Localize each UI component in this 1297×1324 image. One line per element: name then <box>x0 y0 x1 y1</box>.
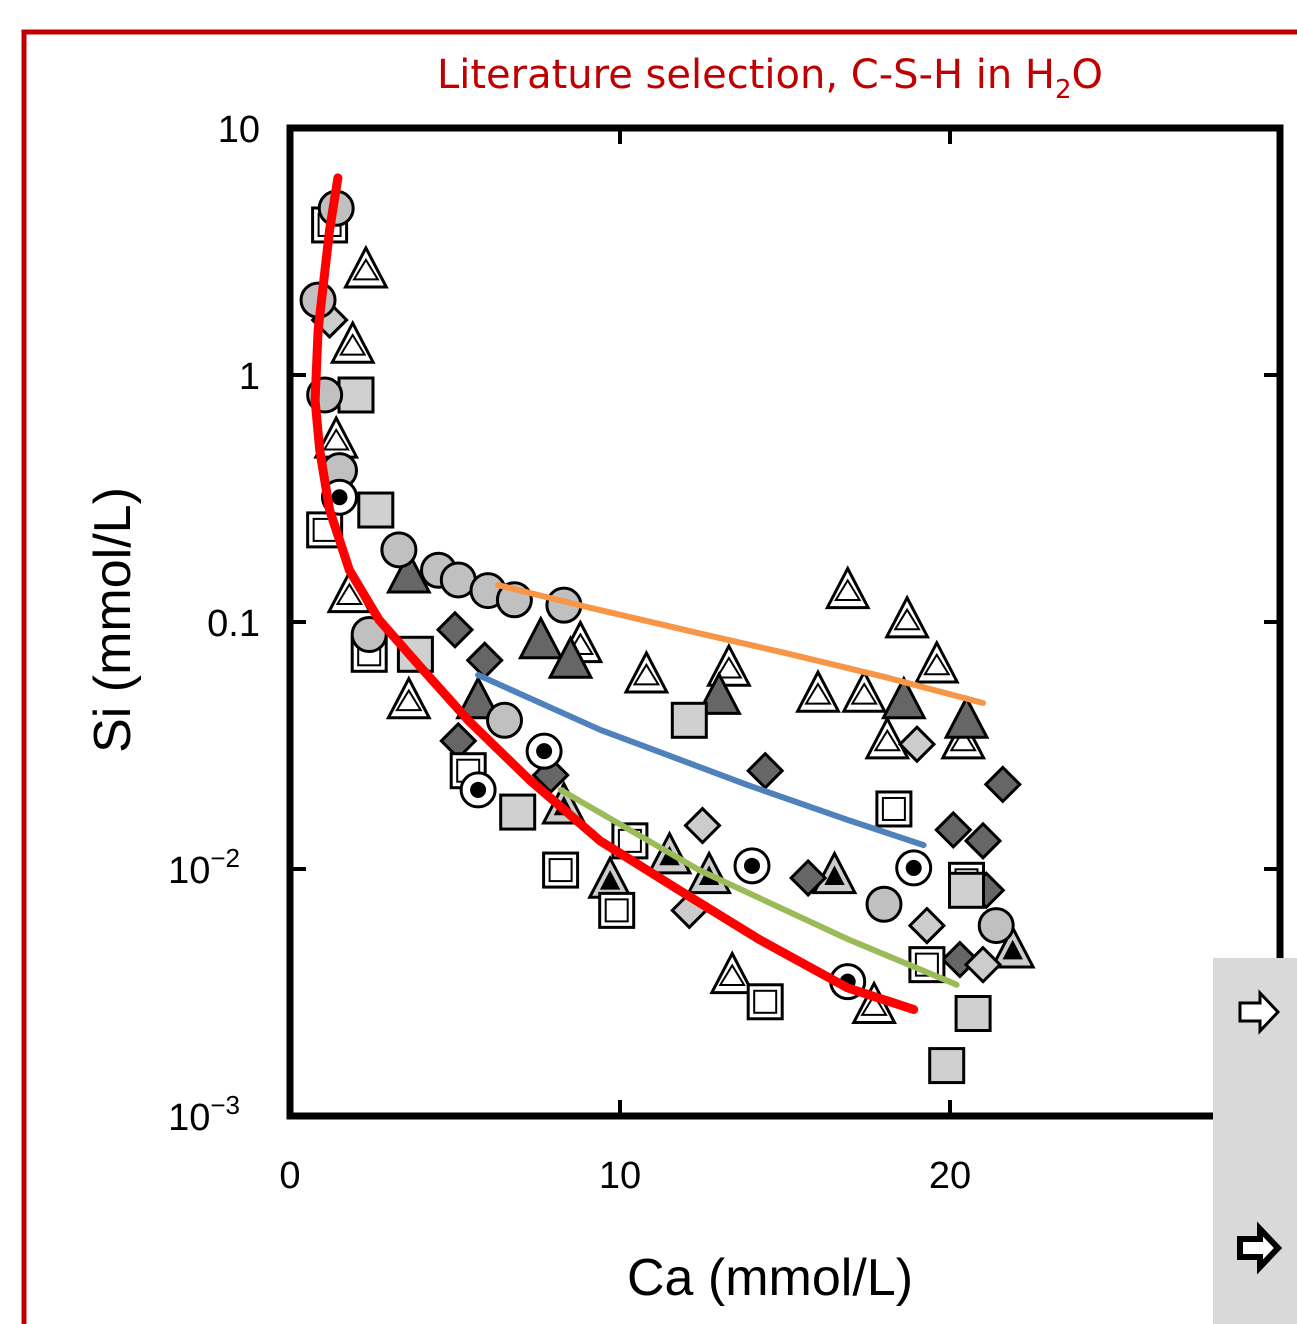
marker-diamond <box>907 906 947 945</box>
marker-inner <box>753 989 778 1014</box>
x-tick-label: 0 <box>279 1155 300 1197</box>
marker-diamond <box>683 806 722 845</box>
y-tick-label: 10 <box>218 109 260 151</box>
title-part: O <box>1072 52 1103 98</box>
chart-title: Literature selection, C-S-H in H2O <box>437 52 1103 105</box>
marker-inner <box>632 662 661 686</box>
marker-triangle <box>943 694 990 739</box>
marker-triangle <box>547 634 594 679</box>
marker-triangle <box>455 675 501 720</box>
arrow-icon[interactable] <box>1238 989 1281 1035</box>
title-subscript: 2 <box>1055 75 1072 105</box>
title-part: Literature selection, C-S-H in H <box>437 52 1055 98</box>
marker-inner <box>949 728 977 752</box>
marker-circle <box>486 701 523 739</box>
marker-inner <box>715 656 743 679</box>
marker-inner <box>599 870 621 890</box>
marker-inner <box>1002 939 1023 960</box>
marker-circle <box>977 907 1015 945</box>
marker-triangle <box>385 549 432 594</box>
marker-inner <box>548 858 573 883</box>
marker-inner <box>824 865 845 885</box>
marker-circle <box>865 885 903 923</box>
marker-circle <box>380 531 418 569</box>
marker-inner <box>881 796 906 821</box>
x-tick-label: 20 <box>929 1155 971 1197</box>
marker-square <box>357 491 395 529</box>
marker-diamond <box>963 821 1003 860</box>
marker-inner <box>850 682 878 705</box>
frame <box>21 29 1297 1324</box>
marker-diamond <box>934 810 973 850</box>
marker-square <box>954 995 992 1033</box>
marker-inner <box>923 652 951 676</box>
marker-triangle <box>696 671 742 715</box>
y-tick-base: 10 <box>168 1097 210 1139</box>
marker-diamond <box>963 945 1003 984</box>
marker-inner <box>470 781 487 798</box>
marker-diamond <box>897 725 937 764</box>
marker-inner <box>905 859 922 876</box>
y-tick-base: 10 <box>168 850 210 892</box>
x-tick-label: 10 <box>599 1155 641 1197</box>
marker-square <box>948 871 985 909</box>
arrow-icon[interactable] <box>1237 1221 1283 1275</box>
marker-triangle <box>880 675 927 720</box>
plot-frame <box>286 124 1284 1120</box>
marker-inner <box>352 257 380 281</box>
marker-inner <box>536 743 553 760</box>
y-tick-label: 0.1 <box>207 603 260 645</box>
marker-inner <box>873 728 901 752</box>
marker-inner <box>860 993 888 1016</box>
y-tick-label: 10−3 <box>168 1090 240 1139</box>
line <box>475 672 927 849</box>
marker-inner <box>331 489 348 506</box>
marker-diamond <box>746 751 785 790</box>
y-tick-label: 10−2 <box>168 843 240 892</box>
line <box>557 786 960 988</box>
y-tick-exponent: −2 <box>210 843 240 873</box>
y-tick-exponent: −3 <box>210 1090 240 1120</box>
y-tick-label: 1 <box>239 356 260 398</box>
marker-inner <box>322 427 350 451</box>
marker-inner <box>395 688 423 712</box>
marker-diamond <box>435 610 475 649</box>
marker-diamond <box>983 765 1022 804</box>
y-axis-label: Si (mmol/L) <box>84 487 142 753</box>
marker-inner <box>335 582 364 606</box>
marker-inner <box>744 857 760 874</box>
marker-inner <box>604 898 629 923</box>
line <box>494 582 986 706</box>
marker-square <box>928 1047 966 1085</box>
line <box>310 173 919 1014</box>
marker-triangle <box>517 615 564 660</box>
marker-inner <box>834 578 862 601</box>
marker-square <box>499 793 537 831</box>
marker-inner <box>893 607 921 631</box>
marker-square <box>670 701 708 739</box>
marker-inner <box>718 963 746 987</box>
marker-square <box>337 376 375 414</box>
marker-inner <box>804 682 832 705</box>
marker-diamond <box>788 858 828 898</box>
marker-inner <box>339 333 367 356</box>
x-axis-label: Ca (mmol/L) <box>627 1249 913 1307</box>
